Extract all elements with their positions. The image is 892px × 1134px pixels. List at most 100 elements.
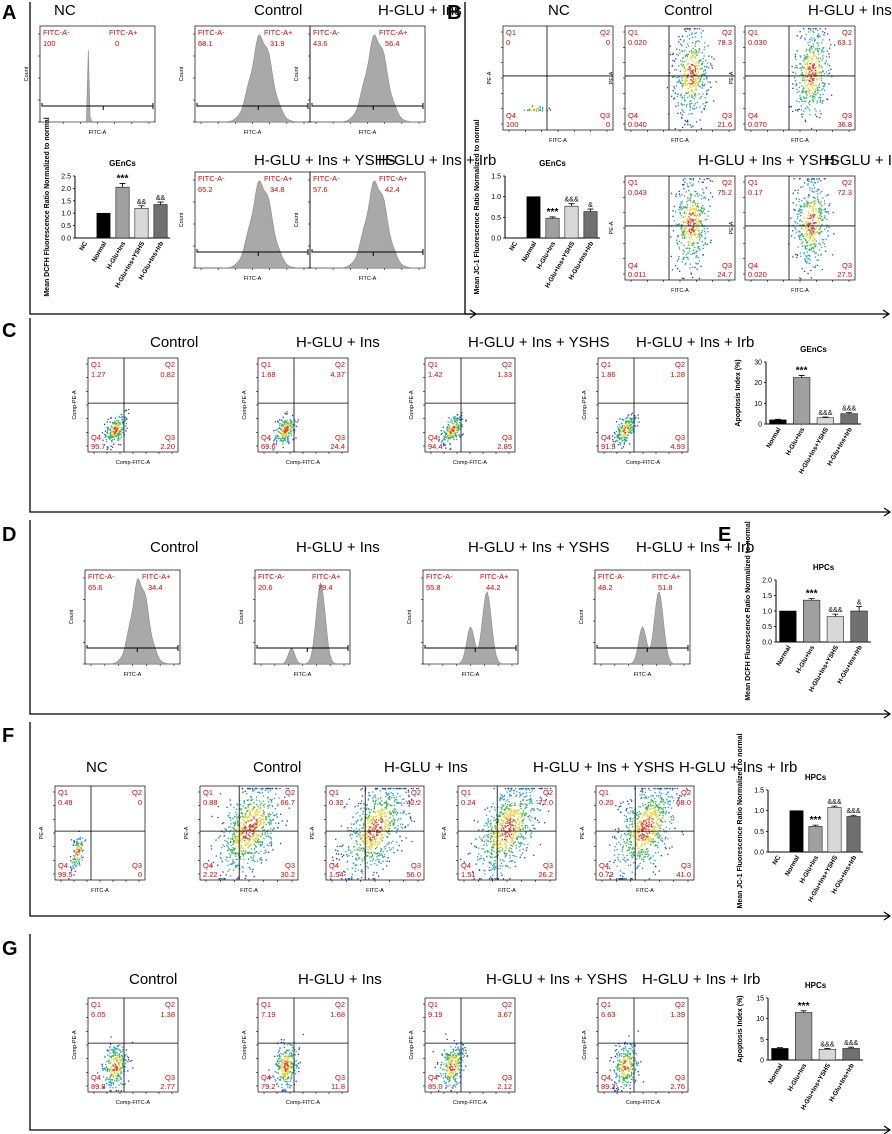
bar-y-axis-label: Mean JC-1 Fluorescence Ratio Normalized … (737, 733, 744, 908)
gate-bar (311, 103, 424, 110)
significance-mark: *** (810, 815, 822, 826)
gate-pos-label: FITC-A+ (264, 28, 293, 37)
y-axis-label: Count (69, 609, 75, 624)
gate-neg-value: 20.6 (258, 583, 273, 592)
category-label: H-Glu+Ins+Irb (836, 644, 864, 685)
q2-value: 4.37 (330, 370, 345, 379)
q3-label: Q3 (285, 861, 295, 870)
histogram-curve (312, 180, 423, 269)
bar-y-axis-label: Mean JC-1 Fluorescence Ratio Normalized … (474, 119, 481, 294)
plot-title: NC (54, 2, 76, 19)
event-cloud (330, 787, 419, 880)
q1-value: 0.88 (203, 798, 218, 807)
y-axis-label: Count (294, 212, 300, 227)
y-tick-label: 0.5 (491, 215, 501, 222)
q2-label: Q2 (335, 360, 345, 369)
q1-label: Q1 (628, 28, 638, 37)
bar-2 (808, 826, 823, 853)
gate-bar (196, 249, 309, 256)
histogram-A-YSHS: FITC-A- FITC-A+ 65.2 34.8 FITC-A Count (179, 171, 311, 282)
bar-chart-title: GEnCs (800, 345, 827, 354)
q4-label: Q4 (329, 861, 339, 870)
panel-frame (464, 2, 889, 315)
q4-label: Q4 (599, 861, 609, 870)
bar-chart-title: HPCs (805, 773, 827, 782)
x-axis-label: FITC-A (244, 276, 262, 282)
plot-box (502, 25, 614, 131)
q3-label: Q3 (165, 1073, 175, 1082)
bar-y-axis-label: Apoptosis Index (%) (737, 995, 744, 1062)
gate-neg-label: FITC-A- (198, 174, 225, 183)
y-axis-label: Count (294, 66, 300, 81)
y-axis-label: Count (579, 609, 585, 624)
y-axis-label: PE-A (729, 71, 735, 84)
x-axis-label: FITC-A (671, 288, 689, 294)
histogram-curve (257, 582, 348, 665)
q2-label: Q2 (842, 28, 852, 37)
plot-box (595, 785, 695, 881)
error-bar (119, 183, 126, 188)
event-cloud (789, 28, 836, 130)
histogram-A-Irb: FITC-A- FITC-A+ 57.6 42.4 FITC-A Count (294, 171, 426, 282)
y-tick-label: 0.0 (61, 236, 71, 243)
plot-title: H-GLU + Ins (296, 539, 380, 556)
bar-3 (564, 205, 579, 239)
plot-title: Control (254, 2, 303, 19)
y-tick-label: 1.0 (491, 194, 501, 201)
q4-label: Q4 (261, 433, 271, 442)
plot-title: H-GLU + Ins + YSHS (533, 759, 675, 776)
q4-value: 0.040 (628, 120, 647, 129)
bar-1 (526, 196, 541, 239)
q1-value: 0.043 (628, 188, 647, 197)
q4-label: Q4 (601, 1073, 611, 1082)
y-axis-label: PE-A (580, 826, 586, 839)
y-tick-label: 1.0 (754, 808, 764, 815)
gate-pos-label: FITC-A+ (652, 572, 681, 581)
q3-label: Q3 (675, 433, 685, 442)
q3-label: Q3 (722, 261, 732, 270)
q3-label: Q3 (335, 1073, 345, 1082)
q2-value: 0 (606, 38, 610, 47)
plot-title: H-GLU + Ins + YSHS (698, 152, 840, 169)
plot-title: H-GLU + Ins + YSHS (254, 152, 396, 169)
q2-value: 1.38 (160, 1010, 175, 1019)
bar-2 (816, 417, 834, 425)
y-tick-label: 0.5 (61, 223, 71, 230)
q4-value: 95.7 (91, 442, 106, 451)
plot-title: H-GLU + Ins + Irb (636, 539, 755, 556)
category-label: Normal (784, 854, 801, 877)
gate-pos-value: 44.2 (486, 583, 501, 592)
y-axis-label: Count (239, 609, 245, 624)
y-tick-label: 0.0 (491, 236, 501, 243)
q2-value: 0.82 (160, 370, 175, 379)
q4-label: Q4 (261, 1073, 271, 1082)
gate-pos-label: FITC-A+ (142, 572, 171, 581)
bar-1 (789, 810, 804, 853)
gate-pos-value: 31.9 (270, 39, 285, 48)
gate-neg-value: 43.6 (313, 39, 328, 48)
q3-label: Q3 (681, 861, 691, 870)
event-cloud (605, 787, 689, 880)
panel-letter-C: C (2, 320, 17, 342)
plot-box (424, 997, 516, 1093)
plot-box (424, 357, 516, 453)
q1-value: 1.86 (601, 370, 616, 379)
bar-3 (850, 610, 868, 643)
q3-value: 2.12 (497, 1082, 512, 1091)
bar-chart-E-bar: HPCs0.00.51.01.52.0Normal***H-Glu+Ins&&&… (745, 521, 871, 701)
significance-mark: && (156, 195, 166, 202)
q1-label: Q1 (628, 178, 638, 187)
error-bar (800, 1010, 807, 1013)
q3-value: 21.6 (717, 120, 732, 129)
q3-value: 2.85 (497, 442, 512, 451)
q4-label: Q4 (428, 433, 438, 442)
q2-value: 42.2 (406, 798, 421, 807)
q3-label: Q3 (543, 861, 553, 870)
y-tick-label: 0 (760, 1058, 764, 1065)
